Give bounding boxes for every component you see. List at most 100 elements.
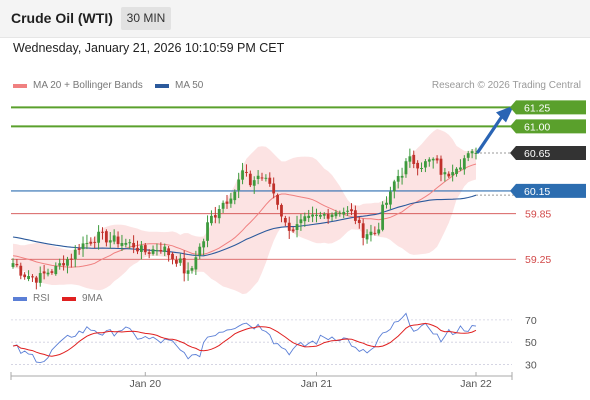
candle-body <box>198 246 202 256</box>
candle-body <box>326 214 330 219</box>
rsi-tick-label-30: 30 <box>525 359 537 371</box>
timeframe-button[interactable]: 30 MIN <box>121 7 171 30</box>
candle-body <box>474 152 478 154</box>
candle-body <box>451 172 455 176</box>
ma50-legend-swatch <box>155 84 169 88</box>
candle-body <box>424 161 427 168</box>
target-arrow-shaft <box>476 114 504 154</box>
candle-body <box>93 241 97 243</box>
research-credit: Research © 2026 Trading Central <box>431 80 581 91</box>
candle-body <box>73 249 77 260</box>
candle-body <box>427 159 431 162</box>
ma20-line <box>12 163 477 268</box>
candle-body <box>104 231 108 243</box>
price-tag-label-resistance-1: 61.00 <box>524 121 550 133</box>
candle-body <box>171 253 174 260</box>
candle-body <box>194 257 198 270</box>
candle-body <box>128 242 132 244</box>
chart-datetime: Wednesday, January 21, 2026 10:10:59 PM … <box>13 41 285 55</box>
candle-body <box>256 175 260 179</box>
ma50-legend-label: MA 50 <box>175 80 204 91</box>
candle-body <box>252 180 256 186</box>
candle-body <box>50 271 54 273</box>
candle-body <box>447 173 451 177</box>
candle-body <box>147 252 151 254</box>
ma9-legend-label: 9MA <box>82 293 103 304</box>
price-tag-last-2 <box>510 145 586 160</box>
x-tick-label-0: Jan 20 <box>130 378 162 390</box>
candle-body <box>392 181 396 192</box>
candle-body <box>470 151 474 154</box>
candle-body <box>307 215 311 218</box>
candle-body <box>46 272 50 275</box>
candle-body <box>81 243 85 250</box>
candle-body <box>120 243 124 246</box>
support-level-label-5: 59.25 <box>525 254 551 266</box>
candle-body <box>101 231 104 233</box>
bollinger-band-area <box>13 128 476 295</box>
candle-body <box>54 265 58 275</box>
candle-body <box>159 249 163 252</box>
candle-body <box>241 170 244 180</box>
candle-body <box>155 250 159 252</box>
candle-body <box>385 202 388 205</box>
candle-body <box>139 245 143 252</box>
candle-body <box>34 277 38 283</box>
candle-body <box>15 263 19 266</box>
candle-body <box>77 248 81 250</box>
target-arrow-head <box>496 105 514 123</box>
candle-body <box>369 231 373 236</box>
candle-body <box>287 222 291 231</box>
candle-body <box>31 276 34 278</box>
candle-body <box>11 263 15 267</box>
candle-body <box>318 215 322 217</box>
candle-body <box>283 217 287 223</box>
candle-body <box>299 219 303 224</box>
candle-body <box>330 214 334 218</box>
candle-body <box>462 158 466 170</box>
candle-body <box>210 215 213 224</box>
candle-body <box>435 158 439 161</box>
instrument-title: Crude Oil (WTI) <box>11 10 113 26</box>
candle-body <box>268 177 272 184</box>
price-tag-label-resistance-0: 61.25 <box>524 102 550 114</box>
rsi-legend-label: RSI <box>33 293 50 304</box>
candle-body <box>62 263 65 266</box>
candle-body <box>225 201 229 204</box>
candle-body <box>112 235 116 242</box>
price-tag-label-pivot-3: 60.15 <box>524 186 550 198</box>
candle-body <box>431 158 435 161</box>
candle-body <box>245 171 248 173</box>
candle-body <box>272 183 276 194</box>
candle-body <box>311 214 314 217</box>
candle-body <box>108 240 112 243</box>
candle-body <box>233 191 237 201</box>
candle-body <box>338 212 342 214</box>
candle-body <box>221 202 225 209</box>
ma50-line <box>12 194 477 257</box>
rsi-tick-label-50: 50 <box>525 337 537 349</box>
candle-body <box>396 176 400 182</box>
candle-body <box>389 191 392 205</box>
candle-body <box>408 156 412 162</box>
candle-body <box>202 241 206 248</box>
candle-body <box>420 167 423 169</box>
candle-body <box>69 258 73 260</box>
candle-body <box>163 246 167 252</box>
candle-body <box>175 259 178 264</box>
candle-body <box>365 234 369 240</box>
candle-body <box>151 249 155 254</box>
candle-body <box>124 242 128 245</box>
candle-body <box>315 214 318 216</box>
bb-legend-label: MA 20 + Bollinger Bands <box>33 80 143 91</box>
price-tag-resistance-1 <box>510 119 586 134</box>
candle-body <box>116 236 120 245</box>
candle-body <box>143 245 147 253</box>
candle-body <box>229 198 233 204</box>
candle-body <box>381 204 385 230</box>
candle-body <box>248 173 252 186</box>
candle-body <box>213 215 217 218</box>
candle-body <box>42 271 46 274</box>
candle-body <box>276 194 279 205</box>
candle-body <box>260 177 264 179</box>
